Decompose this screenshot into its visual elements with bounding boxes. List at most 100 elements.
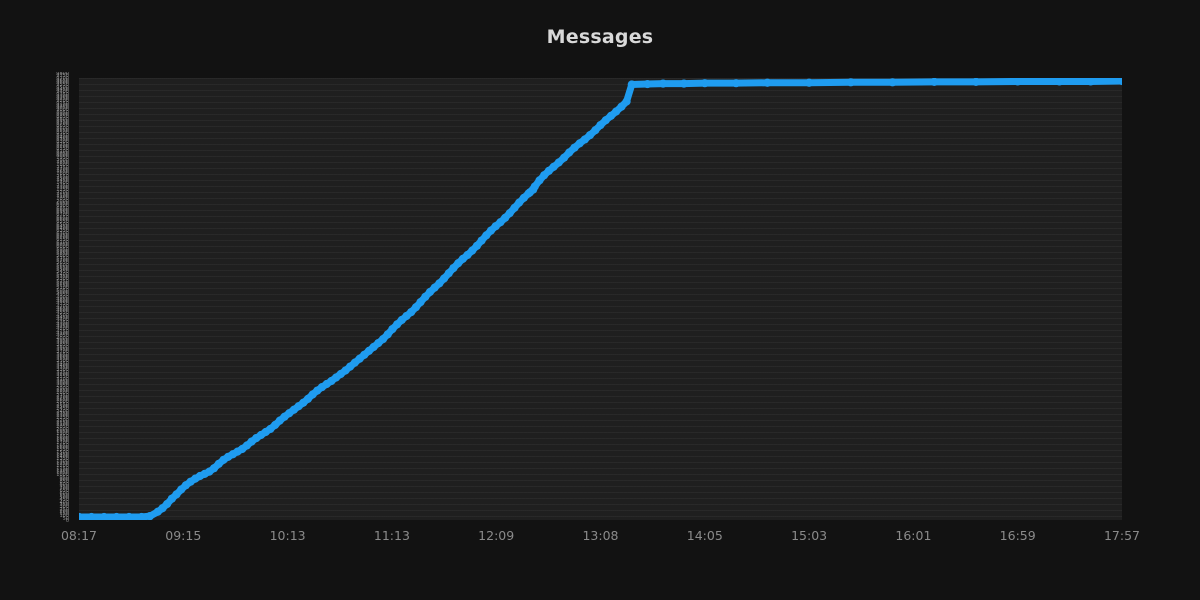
y-tick-label: 7750 [56,164,69,171]
y-tick-label: 1450 [56,451,69,458]
y-tick-label: 7150 [56,191,69,198]
y-tick-label: 7650 [56,169,69,176]
y-tick-label: 6200 [56,235,69,242]
y-tick-label: 1200 [56,463,69,470]
y-tick-label: 4250 [56,324,69,331]
y-tick-label: 500 [59,495,69,502]
y-tick-label: 5950 [56,246,69,253]
series-point-marker [145,512,155,520]
y-tick-label: 9150 [56,100,69,107]
y-tick-label: 3450 [56,360,69,367]
series-point-marker [622,97,631,106]
y-tick-label: 3350 [56,365,69,372]
y-tick-label: 100 [59,513,69,520]
y-tick-label: 4450 [56,315,69,322]
y-tick-label: 4350 [56,319,69,326]
y-tick-label: 5150 [56,283,69,290]
y-tick-label: 8400 [56,134,69,141]
y-tick-label: 6050 [56,242,69,249]
series-point-marker [383,330,392,339]
y-tick-label: 6900 [56,203,69,210]
x-tick-label: 16:59 [999,528,1036,543]
y-tick-label: 8550 [56,128,69,134]
y-tick-label: 250 [59,506,69,513]
y-tick-label: 2600 [56,399,69,406]
y-tick-label: 8300 [56,139,69,146]
y-tick-label: 2500 [56,403,69,410]
y-tick-label: 650 [59,488,69,495]
y-tick-label: 3100 [56,376,69,383]
y-tick-label: 4950 [56,292,69,299]
y-tick-label: 7100 [56,194,69,201]
y-tick-label: 9500 [56,84,69,91]
y-tick-label: 3200 [56,372,69,379]
y-tick-label: 6800 [56,207,69,214]
y-tick-label: 9250 [56,96,69,103]
y-tick-label: 6250 [56,232,69,239]
y-tick-label: 6100 [56,239,69,246]
x-axis-tick-labels: 08:17 09:15 10:13 11:13 12:09 13:08 14:05 15:03… [61,528,1140,548]
y-tick-label: 9550 [56,82,69,89]
y-tick-label: 8500 [56,130,69,137]
y-tick-label: 3850 [56,342,69,349]
y-tick-label: 2000 [56,426,69,433]
y-tick-label: 8250 [56,141,69,148]
y-tick-label: 4000 [56,335,69,342]
y-tick-label: 50 [62,515,69,522]
y-tick-label: 6400 [56,226,69,233]
y-tick-label: 8350 [56,137,69,144]
y-tick-label: 6850 [56,205,69,212]
y-tick-label: 2250 [56,415,69,422]
y-tick-label: 1650 [56,442,69,449]
y-tick-label: 6950 [56,200,69,207]
series-point-marker [805,78,814,87]
y-tick-label: 9750 [56,73,69,80]
y-tick-label: 1300 [56,458,69,465]
y-tick-label: 200 [59,508,69,515]
y-tick-label: 8800 [56,116,69,123]
y-tick-label: 4650 [56,305,69,312]
y-tick-label: 3300 [56,367,69,374]
series-point-marker [472,241,481,250]
y-tick-label: 4900 [56,294,69,301]
series-point-marker [888,78,897,87]
y-tick-label: 3250 [56,369,69,376]
y-tick-label: 8600 [56,125,69,132]
y-tick-label: 3650 [56,351,69,358]
y-tick-label: 7250 [56,187,69,194]
series-point-marker [444,269,453,278]
y-tick-label: 2650 [56,397,69,404]
y-tick-label: 8650 [56,123,69,130]
y-tick-label: 3000 [56,381,69,388]
y-tick-label: 9400 [56,89,69,96]
y-tick-label: 5650 [56,260,69,267]
series-point-marker [526,188,535,197]
series-point-marker [416,297,425,307]
y-tick-label: 4750 [56,301,69,308]
y-tick-label: 5800 [56,253,69,260]
y-tick-label: 7450 [56,178,69,185]
series-point-marker [658,79,668,88]
series-point-marker [596,120,605,130]
y-tick-label: 1950 [56,429,69,436]
x-tick-label: 08:17 [60,528,98,543]
y-tick-label: 2800 [56,390,69,397]
series-point-marker [565,148,574,157]
y-tick-label: 8150 [56,146,69,153]
y-tick-label: 950 [59,474,69,481]
y-tick-label: 2100 [56,422,69,429]
y-tick-label: 8950 [56,109,69,116]
y-tick-label: 5850 [56,251,69,258]
series-point-marker [163,499,172,509]
y-tick-label: 7050 [56,196,69,203]
y-tick-label: 5550 [56,264,69,271]
y-tick-label: 1400 [56,454,69,461]
y-tick-label: 7600 [56,171,69,178]
y-tick-label: 1500 [56,449,69,456]
series-point-marker [99,512,109,520]
y-tick-label: 8200 [56,143,69,150]
y-tick-label: 1050 [56,470,69,477]
y-tick-label: 1100 [56,467,69,474]
series-point-marker [627,80,636,89]
y-tick-label: 2450 [56,406,69,413]
